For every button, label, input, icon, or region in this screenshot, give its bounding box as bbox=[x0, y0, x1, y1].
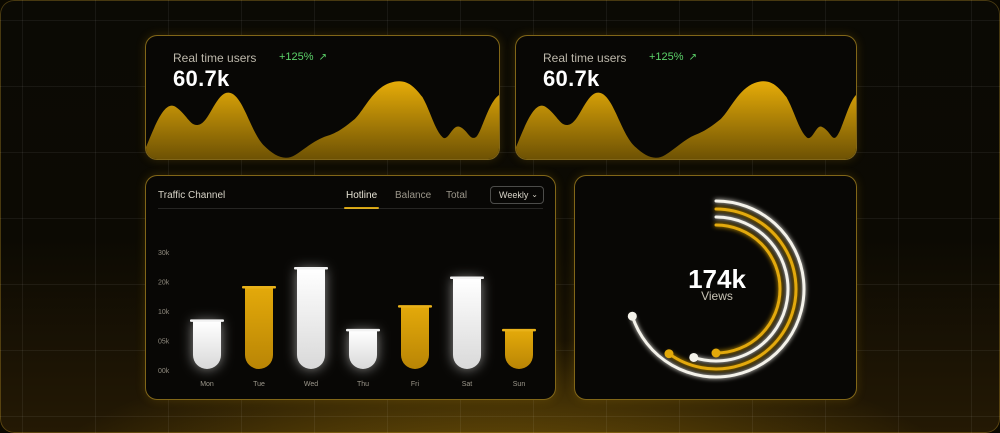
realtime-value: 60.7k bbox=[543, 66, 600, 91]
trend-up-icon: ↗ bbox=[688, 52, 697, 63]
realtime-change: +125% ↗ bbox=[649, 51, 697, 63]
views-value: 174k bbox=[688, 264, 746, 294]
area-fill bbox=[146, 81, 499, 159]
realtime-area-chart bbox=[146, 81, 499, 159]
bar bbox=[453, 278, 481, 369]
area-fill bbox=[516, 81, 856, 159]
period-select[interactable]: Weekly ⌄ bbox=[490, 186, 544, 204]
y-axis-ticks: 00k 05k 10k 20k 30k bbox=[158, 250, 170, 375]
bar-cap bbox=[502, 328, 536, 332]
bar-cap bbox=[398, 305, 432, 308]
x-tick-label: Mon bbox=[200, 381, 214, 388]
x-tick-label: Sat bbox=[462, 381, 473, 388]
period-select-value: Weekly bbox=[499, 190, 529, 200]
realtime-label: Real time users bbox=[543, 51, 627, 65]
views-ring-end-dot bbox=[711, 348, 721, 358]
y-tick-label: 05k bbox=[158, 339, 170, 346]
bar bbox=[505, 330, 533, 369]
x-tick-label: Tue bbox=[253, 381, 265, 388]
bar bbox=[401, 307, 429, 369]
bar-cap bbox=[242, 286, 276, 289]
y-tick-label: 00k bbox=[158, 368, 170, 375]
traffic-channel-divider bbox=[158, 208, 543, 209]
traffic-bar-chart: 00k 05k 10k 20k 30k Mon Tue Wed Thu Fri Sat Sun bbox=[158, 250, 536, 388]
views-ring bbox=[714, 223, 782, 355]
x-axis-labels: Mon Tue Wed Thu Fri Sat Sun bbox=[200, 381, 525, 388]
bar-cap bbox=[450, 276, 484, 280]
bar bbox=[245, 288, 273, 369]
y-tick-label: 10k bbox=[158, 309, 170, 316]
realtime-users-card-2[interactable]: Real time users +125% ↗ 60.7k bbox=[515, 35, 857, 160]
rings bbox=[627, 199, 806, 379]
views-ring-end-dot bbox=[664, 349, 674, 359]
bar bbox=[349, 330, 377, 369]
x-tick-label: Fri bbox=[411, 381, 420, 388]
chevron-down-icon: ⌄ bbox=[531, 190, 538, 199]
views-ring-chart bbox=[627, 199, 806, 379]
bar bbox=[193, 321, 221, 369]
x-tick-label: Thu bbox=[357, 381, 369, 388]
realtime-users-card-1[interactable]: Real time users +125% ↗ 60.7k bbox=[145, 35, 500, 160]
bar-glow-layer bbox=[193, 269, 481, 369]
tab-total[interactable]: Total bbox=[446, 190, 468, 201]
bar-cap bbox=[294, 267, 328, 270]
y-tick-label: 20k bbox=[158, 280, 170, 287]
views-ring-end-dot bbox=[627, 311, 637, 321]
bars bbox=[190, 267, 536, 369]
realtime-label: Real time users bbox=[173, 51, 257, 65]
x-tick-label: Sun bbox=[513, 381, 526, 388]
views-ring bbox=[630, 199, 806, 379]
realtime-change: +125% ↗ bbox=[279, 51, 327, 63]
y-tick-label: 30k bbox=[158, 250, 170, 257]
tab-hotline[interactable]: Hotline bbox=[343, 190, 380, 209]
traffic-channel-card: Traffic Channel Hotline Balance Total We… bbox=[145, 175, 556, 400]
views-ring-end-dot bbox=[689, 352, 699, 362]
realtime-value: 60.7k bbox=[173, 66, 230, 91]
bar bbox=[297, 269, 325, 369]
bar-cap bbox=[190, 319, 224, 322]
trend-up-icon: ↗ bbox=[318, 52, 327, 63]
bar-cap bbox=[346, 328, 380, 332]
x-tick-label: Wed bbox=[304, 381, 318, 388]
traffic-channel-title: Traffic Channel bbox=[158, 190, 226, 201]
views-label: Views bbox=[701, 289, 733, 303]
realtime-area-chart bbox=[516, 81, 856, 159]
views-ring bbox=[692, 215, 790, 363]
views-ring bbox=[667, 207, 798, 371]
views-card: 174k Views bbox=[574, 175, 857, 400]
tab-balance[interactable]: Balance bbox=[395, 190, 432, 201]
